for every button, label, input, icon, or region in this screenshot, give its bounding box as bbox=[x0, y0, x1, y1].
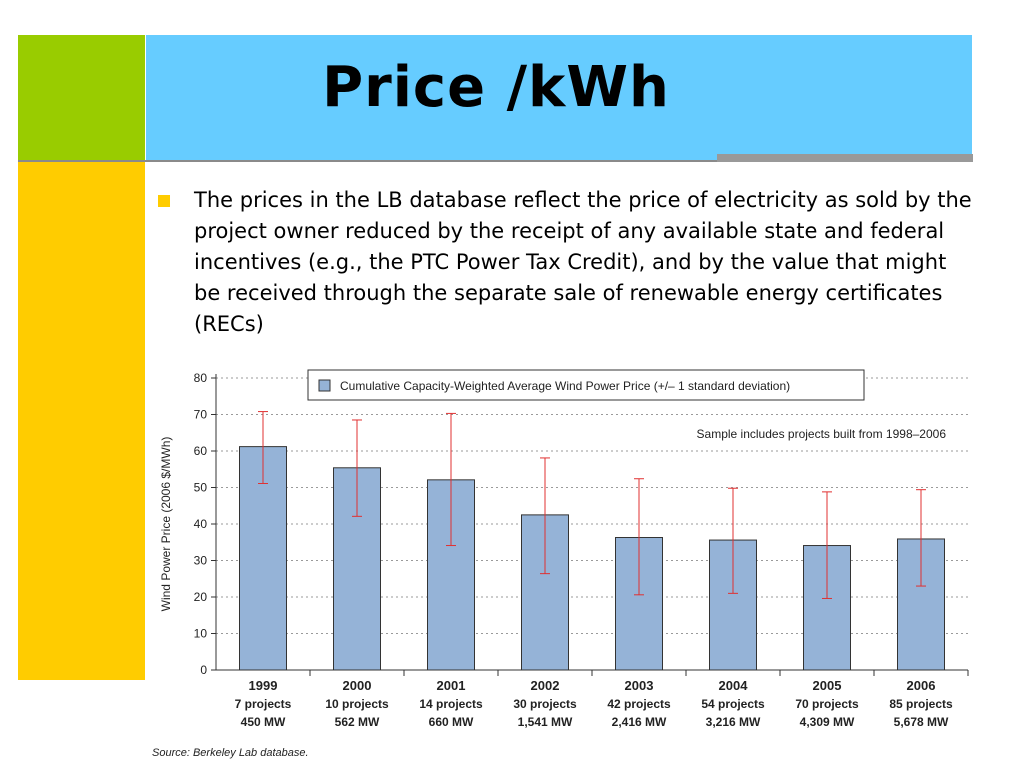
x-tick-label-projects: 7 projects bbox=[235, 697, 292, 711]
y-tick-label: 10 bbox=[194, 627, 208, 641]
x-tick-label-projects: 54 projects bbox=[701, 697, 765, 711]
x-tick-label-projects: 14 projects bbox=[419, 697, 483, 711]
x-tick-label-mw: 660 MW bbox=[429, 715, 474, 729]
y-tick-label: 50 bbox=[194, 481, 208, 495]
y-axis-label: Wind Power Price (2006 $/MWh) bbox=[159, 437, 173, 612]
chart-svg: 0 10 20 30 40 50 60 70 80 Wind Power Price (2006 … bbox=[152, 369, 969, 759]
x-tick-label-projects: 85 projects bbox=[889, 697, 953, 711]
legend-swatch bbox=[318, 379, 331, 392]
y-tick-label: 40 bbox=[194, 517, 208, 531]
x-tick-label-mw: 562 MW bbox=[335, 715, 380, 729]
x-tick-label-mw: 2,416 MW bbox=[612, 715, 667, 729]
y-tick-label: 60 bbox=[194, 444, 208, 458]
x-tick-label-mw: 450 MW bbox=[241, 715, 286, 729]
header-gray-accent bbox=[717, 154, 973, 162]
header-divider bbox=[18, 160, 972, 162]
x-tick-label-year: 2000 bbox=[343, 678, 372, 693]
x-tick-label-year: 2001 bbox=[437, 678, 466, 693]
x-tick-label-projects: 70 projects bbox=[795, 697, 859, 711]
y-tick-label: 20 bbox=[194, 590, 208, 604]
x-tick-label-year: 2006 bbox=[907, 678, 936, 693]
y-tick-label: 0 bbox=[200, 663, 207, 677]
x-tick-label-projects: 10 projects bbox=[325, 697, 389, 711]
bullet-text: The prices in the LB database reflect th… bbox=[194, 188, 972, 336]
y-tick-label: 30 bbox=[194, 554, 208, 568]
bullet-square-icon bbox=[158, 195, 170, 207]
x-tick-label-year: 2003 bbox=[625, 678, 654, 693]
bar bbox=[709, 539, 757, 671]
x-tick-label-projects: 30 projects bbox=[513, 697, 577, 711]
legend-box bbox=[307, 369, 865, 401]
header-green-block bbox=[18, 35, 145, 161]
x-tick-label-year: 1999 bbox=[249, 678, 278, 693]
x-tick-label-projects: 42 projects bbox=[607, 697, 671, 711]
header-blue-band bbox=[146, 35, 972, 161]
y-tick-label: 80 bbox=[194, 371, 208, 385]
x-tick-label-mw: 4,309 MW bbox=[800, 715, 855, 729]
price-chart: 0 10 20 30 40 50 60 70 80 Wind Power Price (2006 … bbox=[150, 362, 990, 768]
sidebar-yellow-block bbox=[18, 162, 145, 680]
x-tick-label-year: 2002 bbox=[531, 678, 560, 693]
x-tick-label-year: 2005 bbox=[813, 678, 842, 693]
slide-title: Price /kWh bbox=[322, 55, 670, 120]
legend-label: Cumulative Capacity-Weighted Average Win… bbox=[340, 379, 790, 393]
chart-annotation: Sample includes projects built from 1998… bbox=[697, 427, 947, 441]
x-tick-label-year: 2004 bbox=[719, 678, 749, 693]
x-tick-label-mw: 5,678 MW bbox=[894, 715, 949, 729]
bar bbox=[615, 537, 663, 671]
y-tick-label: 70 bbox=[194, 408, 208, 422]
x-tick-label-mw: 1,541 MW bbox=[518, 715, 573, 729]
x-tick-label-mw: 3,216 MW bbox=[706, 715, 761, 729]
chart-source: Source: Berkeley Lab database. bbox=[152, 747, 309, 759]
